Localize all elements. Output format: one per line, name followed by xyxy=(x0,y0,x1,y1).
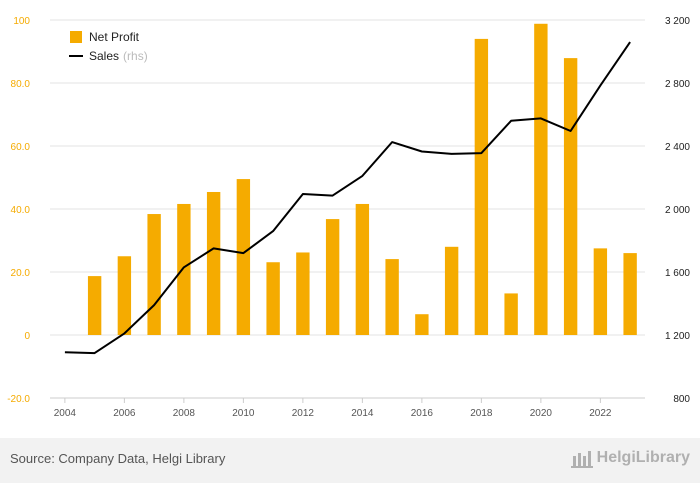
x-axis-tick-label: 2004 xyxy=(54,408,77,419)
bar-net-profit xyxy=(444,246,459,335)
bar-net-profit xyxy=(87,276,102,335)
right-axis-tick-label: 1 200 xyxy=(665,331,690,342)
left-axis-tick-label: 100 xyxy=(13,16,30,27)
x-axis-tick-label: 2006 xyxy=(113,408,136,419)
bar-net-profit xyxy=(177,203,191,335)
sales-line xyxy=(64,41,631,355)
brand-logo[interactable]: HelgiLibrary xyxy=(570,448,690,468)
x-axis-tick-label: 2018 xyxy=(470,408,493,419)
right-axis-tick-label: 3 200 xyxy=(665,16,690,27)
gridlines xyxy=(50,19,645,399)
legend-net-profit-label: Net Profit xyxy=(89,30,140,44)
bar-net-profit xyxy=(415,314,429,335)
legend-net-profit-swatch xyxy=(70,31,82,43)
x-axis-tick-label: 2014 xyxy=(351,408,374,419)
right-axis-tick-label: 800 xyxy=(673,394,690,405)
axes: 100 3 200 80.0 2 800 60.0 2 400 40.0 2 000 20.0 1… xyxy=(7,16,690,419)
sales-line-layer xyxy=(64,41,631,355)
bar-net-profit xyxy=(206,191,221,335)
bar-net-profit xyxy=(147,214,161,335)
chart: 100 3 200 80.0 2 800 60.0 2 400 40.0 2 000 20.0 1… xyxy=(7,16,690,419)
left-axis-tick-label: -20.0 xyxy=(7,394,30,405)
left-axis-tick-label: 20.0 xyxy=(11,268,31,279)
bar-net-profit xyxy=(504,293,518,335)
x-axis-tick-label: 2010 xyxy=(232,408,255,419)
bar-net-profit xyxy=(117,256,132,335)
bar-net-profit xyxy=(325,219,340,335)
footer: Source: Company Data, Helgi Library Helg… xyxy=(0,438,700,483)
source-text: Source: Company Data, Helgi Library xyxy=(10,451,226,466)
x-axis-tick-label: 2016 xyxy=(411,408,434,419)
x-axis-tick-label: 2012 xyxy=(292,408,315,419)
right-axis-tick-label: 2 400 xyxy=(665,142,690,153)
helgi-library-logo-icon xyxy=(570,451,593,468)
bar-net-profit xyxy=(355,203,370,335)
bar-net-profit xyxy=(236,179,251,335)
bar-net-profit xyxy=(534,23,548,336)
bar-net-profit xyxy=(474,38,489,336)
bar-net-profit xyxy=(563,58,578,336)
left-axis-tick-label: 60.0 xyxy=(11,142,31,153)
right-axis-tick-label: 1 600 xyxy=(665,268,690,279)
net-profit-bars xyxy=(87,23,637,336)
legend-sales-name: Sales xyxy=(89,49,119,63)
bar-net-profit xyxy=(593,248,608,335)
right-axis-tick-label: 2 000 xyxy=(665,205,690,216)
x-axis-tick-label: 2020 xyxy=(530,408,553,419)
legend-sales-label: Sales (rhs) xyxy=(89,49,148,63)
bar-net-profit xyxy=(266,262,280,335)
legend-sales-suffix: (rhs) xyxy=(123,49,148,63)
right-axis-tick-label: 2 800 xyxy=(665,79,690,90)
left-axis-tick-label: 0 xyxy=(24,331,30,342)
bar-net-profit xyxy=(296,252,310,335)
left-axis-tick-label: 80.0 xyxy=(11,79,31,90)
left-axis-tick-label: 40.0 xyxy=(11,205,31,216)
brand-name: HelgiLibrary xyxy=(596,449,690,466)
bar-net-profit xyxy=(385,259,399,335)
bar-net-profit xyxy=(623,253,637,335)
x-axis-tick-label: 2022 xyxy=(589,408,612,419)
legend: Net Profit Sales (rhs) xyxy=(69,30,148,63)
x-axis-tick-label: 2008 xyxy=(173,408,196,419)
